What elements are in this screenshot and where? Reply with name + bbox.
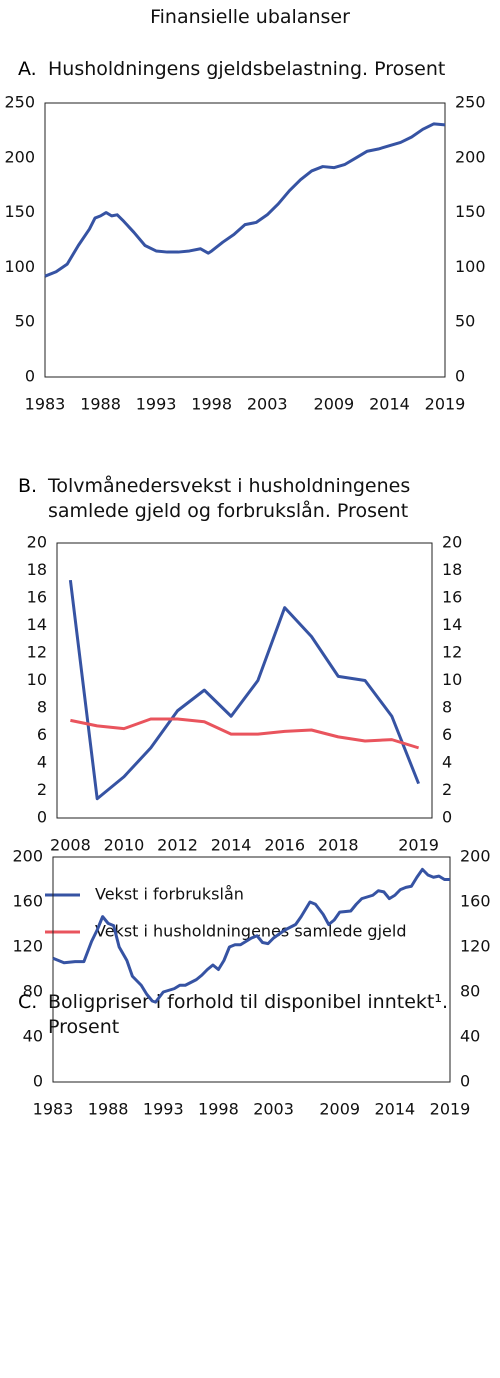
y-tick-label: 160 [12, 892, 43, 911]
x-tick-label: 2003 [247, 395, 288, 414]
x-tick-label: 1988 [80, 395, 121, 414]
y-tick-label-right: 50 [455, 312, 475, 331]
x-tick-label: 2016 [264, 836, 305, 855]
y-tick-label: 10 [27, 670, 47, 689]
plot-frame [52, 856, 451, 1083]
y-tick-label-right: 4 [442, 753, 452, 772]
x-tick-label: 1993 [136, 395, 177, 414]
y-tick-label-right: 14 [442, 615, 462, 634]
x-tick-label: 2019 [430, 1100, 471, 1119]
y-tick-label-right: 100 [455, 257, 486, 276]
y-tick-label: 120 [12, 937, 43, 956]
panel-label: C. [18, 991, 38, 1013]
x-tick-label: 2009 [314, 395, 355, 414]
y-tick-label: 20 [27, 533, 47, 552]
y-tick-label-right: 250 [455, 93, 486, 112]
legend-label: Vekst i forbrukslån [95, 885, 244, 904]
y-tick-label: 2 [37, 780, 47, 799]
x-tick-label: 2018 [318, 836, 359, 855]
x-tick-label: 2014 [375, 1100, 416, 1119]
plot-frame [44, 102, 446, 378]
y-tick-label: 4 [37, 753, 47, 772]
x-tick-label: 1998 [198, 1100, 239, 1119]
plot-frame [56, 542, 433, 819]
line-series [52, 867, 450, 1004]
y-tick-label: 14 [27, 615, 47, 634]
y-tick-label-right: 12 [442, 643, 462, 662]
x-tick-label: 1993 [143, 1100, 184, 1119]
y-tick-label: 250 [4, 93, 35, 112]
x-tick-label: 1988 [88, 1100, 129, 1119]
y-tick-label: 200 [12, 847, 43, 866]
chart-title: Tolvmånedersvekst i husholdningenes saml… [48, 475, 411, 522]
chart-title: Husholdningens gjeldsbelastning. Prosent [48, 58, 446, 80]
x-tick-label: 2003 [253, 1100, 294, 1119]
y-tick-label: 16 [27, 588, 47, 607]
y-tick-label-right: 200 [460, 847, 491, 866]
y-tick-label-right: 80 [460, 982, 480, 1001]
y-tick-label-right: 200 [455, 147, 486, 166]
y-tick-label-right: 120 [460, 937, 491, 956]
y-tick-label-right: 150 [455, 202, 486, 221]
y-tick-label: 200 [4, 147, 35, 166]
y-tick-label-right: 2 [442, 780, 452, 799]
x-tick-label: 2014 [211, 836, 252, 855]
y-tick-label-right: 0 [442, 808, 452, 827]
y-tick-label-right: 20 [442, 533, 462, 552]
y-tick-label-right: 160 [460, 892, 491, 911]
line-series [68, 579, 421, 801]
x-tick-label: 1998 [191, 395, 232, 414]
y-tick-label: 50 [15, 312, 35, 331]
y-tick-label: 80 [23, 982, 43, 1001]
y-tick-label: 100 [4, 257, 35, 276]
y-tick-label-right: 16 [442, 588, 462, 607]
x-tick-label: 2019 [398, 836, 439, 855]
y-tick-label-right: 0 [455, 367, 465, 386]
x-tick-label: 2010 [104, 836, 145, 855]
y-tick-label-right: 6 [442, 725, 452, 744]
y-tick-label-right: 8 [442, 698, 452, 717]
y-tick-label: 18 [27, 560, 47, 579]
y-tick-label: 12 [27, 643, 47, 662]
panel-label: B. [18, 475, 38, 497]
y-tick-label: 8 [37, 698, 47, 717]
panel-label: A. [18, 58, 37, 80]
y-tick-label-right: 40 [460, 1027, 480, 1046]
line-series [44, 122, 446, 278]
y-tick-label: 0 [25, 367, 35, 386]
y-tick-label-right: 0 [460, 1072, 470, 1091]
y-tick-label: 150 [4, 202, 35, 221]
y-tick-label: 6 [37, 725, 47, 744]
x-tick-label: 2014 [369, 395, 410, 414]
line-series [70, 717, 420, 750]
y-tick-label: 0 [33, 1072, 43, 1091]
x-tick-label: 2009 [319, 1100, 360, 1119]
y-tick-label-right: 18 [442, 560, 462, 579]
x-tick-label: 2019 [425, 395, 466, 414]
page-title: Finansielle ubalanser [150, 6, 350, 28]
y-tick-label: 0 [37, 808, 47, 827]
legend-label: Vekst i husholdningenes samlede gjeld [95, 922, 406, 941]
x-tick-label: 1983 [25, 395, 66, 414]
y-tick-label: 40 [23, 1027, 43, 1046]
x-tick-label: 2012 [157, 836, 198, 855]
x-tick-label: 2008 [50, 836, 91, 855]
x-tick-label: 1983 [33, 1100, 74, 1119]
y-tick-label-right: 10 [442, 670, 462, 689]
